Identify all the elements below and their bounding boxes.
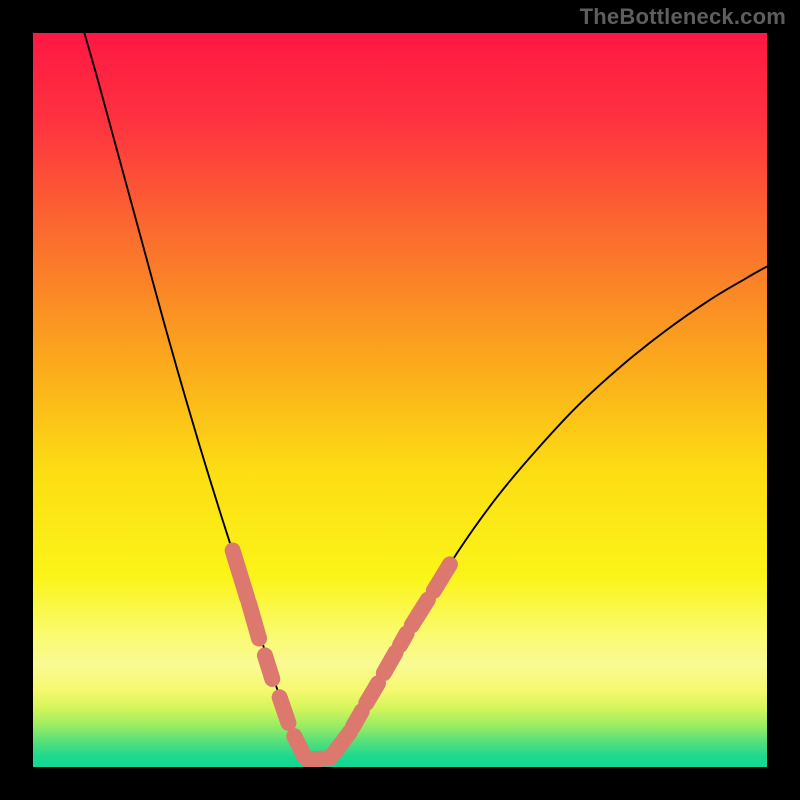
highlight-segment bbox=[249, 603, 259, 639]
highlight-segment bbox=[400, 633, 407, 645]
highlight-segment bbox=[353, 711, 362, 726]
highlight-segment bbox=[265, 655, 272, 678]
highlight-segment bbox=[366, 683, 378, 703]
highlight-segment bbox=[384, 652, 396, 673]
highlight-segment bbox=[280, 697, 289, 723]
bottleneck-chart bbox=[0, 0, 800, 800]
watermark-label: TheBottleneck.com bbox=[580, 4, 786, 30]
chart-stage: TheBottleneck.com bbox=[0, 0, 800, 800]
